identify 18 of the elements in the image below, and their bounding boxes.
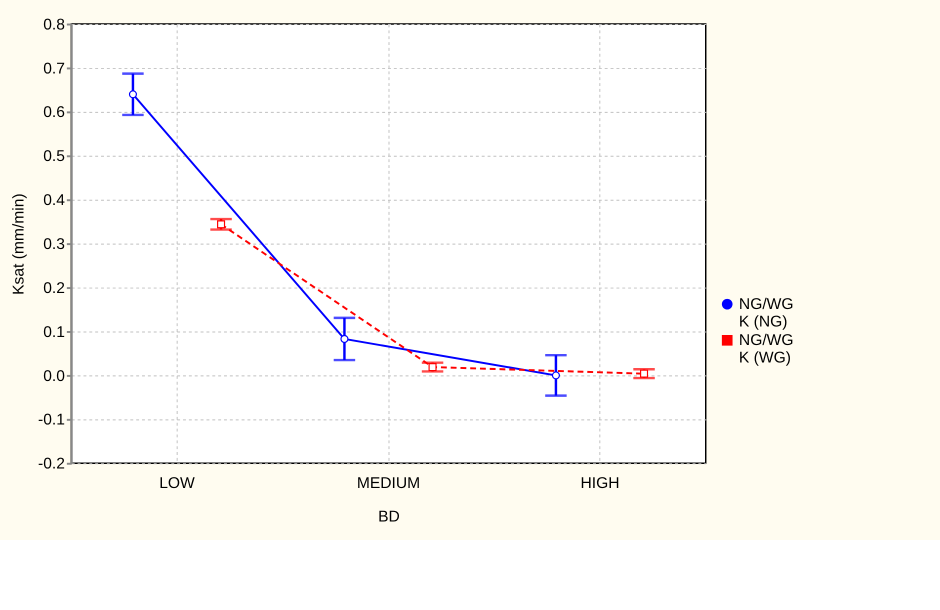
y-tick-label: 0.6	[43, 104, 65, 122]
x-tick-label: LOW	[159, 475, 196, 492]
y-axis-title: Ksat (mm/min)	[10, 193, 28, 295]
y-tick-label: -0.2	[38, 456, 65, 473]
y-tick-label: 0.7	[43, 60, 65, 78]
y-tick-label: -0.1	[38, 412, 65, 429]
y-tick-label: 0.5	[43, 148, 66, 166]
x-tick-label: HIGH	[580, 475, 620, 492]
x-axis-title: BD	[378, 508, 400, 526]
legend-label: NG/WG K (NG)	[738, 296, 794, 331]
y-tick-label: 0.0	[43, 368, 66, 385]
y-tick-label: 0.3	[43, 236, 65, 254]
y-tick-label: 0.8	[43, 16, 65, 34]
y-tick-label: 0.4	[43, 192, 66, 210]
y-tick-label: 0.2	[43, 280, 65, 297]
x-tick-label: MEDIUM	[356, 475, 420, 492]
legend-label: NG/WG K (WG)	[738, 332, 794, 367]
y-tick-label: 0.1	[43, 324, 65, 341]
